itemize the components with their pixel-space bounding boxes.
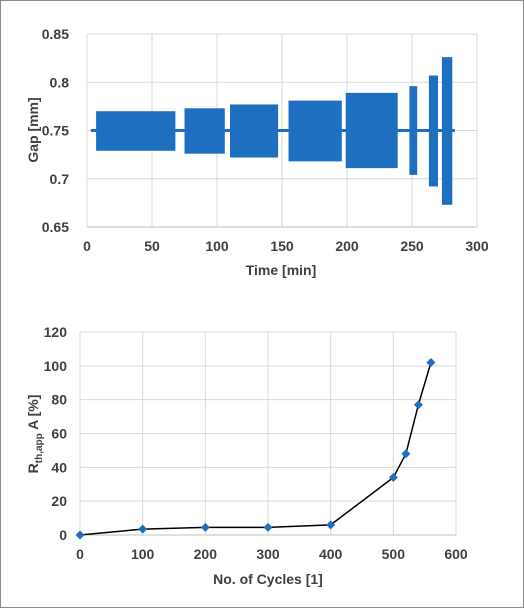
gap-chart-axes	[86, 34, 477, 228]
gap-chart-data-block	[184, 108, 225, 154]
gap-chart-x-tick-label: 100	[205, 238, 229, 254]
gap-chart-x-axis-label: Time [min]	[246, 262, 317, 278]
gap-chart-x-ticks: 0 50 100 150 200 250 300	[83, 238, 489, 254]
gap-chart-data-block	[409, 86, 418, 175]
gap-chart-x-tick-label: 300	[465, 238, 489, 254]
gap-chart-x-tick-label: 50	[144, 238, 160, 254]
gap-chart-y-tick-label: 0.8	[50, 74, 70, 90]
gap-chart-y-tick-label: 0.7	[50, 171, 70, 187]
gap-chart-x-tick-label: 0	[83, 238, 91, 254]
gap-chart-data-block	[288, 100, 342, 162]
gap-chart-y-tick-label: 0.65	[42, 219, 69, 235]
gap-chart-x-tick-label: 150	[270, 238, 294, 254]
gap-chart-y-ticks: 0.65 0.7 0.75 0.8 0.85	[42, 26, 69, 235]
gap-chart-data-block	[441, 57, 453, 205]
gap-chart-data-block	[96, 111, 176, 151]
gap-chart-y-tick-label: 0.85	[42, 26, 69, 42]
gap-chart-y-axis-label: Gap [mm]	[25, 97, 41, 162]
gap-chart-x-tick-label: 200	[335, 238, 359, 254]
gap-chart-data-block	[428, 75, 438, 187]
gap-chart-data-blocks	[90, 57, 455, 205]
gap-chart-data-block	[230, 104, 279, 158]
gap-chart-y-tick-label: 0.75	[42, 123, 69, 139]
gap-chart-data-block	[345, 92, 398, 169]
gap-chart-gridlines	[87, 33, 478, 227]
gap-chart-x-tick-label: 250	[400, 238, 424, 254]
gap-chart: 0.65 0.7 0.75 0.8 0.85 0 50 100 150 200 250 300 Ti…	[25, 26, 489, 278]
